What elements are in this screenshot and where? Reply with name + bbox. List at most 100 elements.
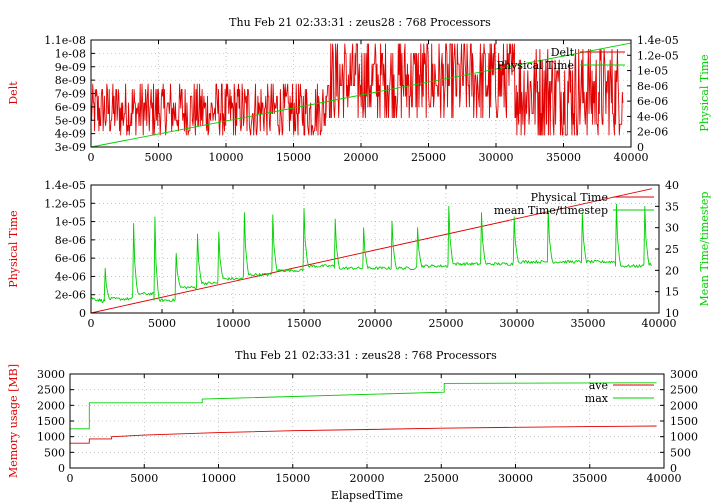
y-tick-label: 1500 bbox=[37, 415, 65, 428]
panel3-legend-label-1: max bbox=[585, 392, 609, 405]
y-tick-label: 1000 bbox=[37, 431, 65, 444]
panel1-ylabel: Delt bbox=[7, 81, 20, 105]
physical-time-series-line bbox=[90, 188, 652, 314]
y2-tick-label: 500 bbox=[670, 446, 691, 459]
y-tick-label: 1.2e-05 bbox=[44, 197, 86, 210]
panel2-y2label: Mean Time/timestep bbox=[698, 192, 711, 307]
y-tick-label: 1.1e-08 bbox=[44, 34, 86, 47]
panel1-legend: Delt Physical Time bbox=[497, 46, 625, 72]
panel3-title: Thu Feb 21 02:33:31 : zeus28 : 768 Proce… bbox=[235, 349, 497, 362]
delt-series-line bbox=[90, 43, 624, 136]
panel-delt: Thu Feb 21 02:33:31 : zeus28 : 768 Proce… bbox=[7, 16, 711, 164]
y2-tick-label: 3000 bbox=[670, 368, 698, 381]
x-tick-label: 35000 bbox=[572, 472, 607, 485]
x-tick-label: 0 bbox=[88, 151, 95, 164]
panel1-title: Thu Feb 21 02:33:31 : zeus28 : 768 Proce… bbox=[229, 16, 491, 29]
y2-tick-label: 1.4e-05 bbox=[637, 34, 679, 47]
y2-tick-label: 10 bbox=[665, 307, 679, 320]
x-tick-label: 35000 bbox=[546, 151, 581, 164]
y2-tick-label: 1e-05 bbox=[637, 65, 668, 78]
x-tick-label: 20000 bbox=[358, 317, 393, 330]
y-tick-label: 9e-09 bbox=[55, 61, 86, 74]
x-tick-label: 5000 bbox=[148, 317, 176, 330]
panel3-legend: ave max bbox=[585, 379, 654, 405]
panel3-ylabel: Memory usage [MB] bbox=[7, 364, 20, 478]
x-tick-label: 10000 bbox=[201, 472, 236, 485]
y-tick-label: 4e-06 bbox=[55, 270, 86, 283]
panel1-legend-label-0: Delt bbox=[551, 46, 575, 59]
y-tick-label: 500 bbox=[44, 446, 65, 459]
y-tick-label: 1e-08 bbox=[55, 47, 86, 60]
panel1-legend-label-1: Physical Time bbox=[497, 59, 574, 72]
y2-tick-label: 1.2e-05 bbox=[637, 49, 679, 62]
y2-tick-label: 35 bbox=[665, 200, 679, 213]
x-tick-label: 10000 bbox=[209, 151, 244, 164]
y-tick-label: 3e-09 bbox=[55, 141, 86, 154]
x-tick-label: 25000 bbox=[429, 317, 464, 330]
x-tick-label: 0 bbox=[67, 472, 74, 485]
x-tick-label: 5000 bbox=[145, 151, 173, 164]
x-tick-label: 40000 bbox=[642, 317, 677, 330]
panel2-ticks: 0 5000 10000 15000 20000 25000 30000 35000 40000… bbox=[44, 179, 679, 330]
y2-tick-label: 2e-06 bbox=[637, 126, 668, 139]
panel1-series bbox=[90, 42, 632, 148]
y2-tick-label: 2000 bbox=[670, 399, 698, 412]
y-tick-label: 2500 bbox=[37, 384, 65, 397]
x-tick-label: 15000 bbox=[287, 317, 322, 330]
x-tick-label: 40000 bbox=[647, 472, 682, 485]
panel3-series bbox=[70, 382, 657, 444]
ave-series-line bbox=[70, 425, 657, 444]
y2-tick-label: 6e-06 bbox=[637, 95, 668, 108]
y-tick-label: 1.4e-05 bbox=[44, 179, 86, 192]
y-tick-label: 6e-06 bbox=[55, 252, 86, 265]
max-series-line bbox=[70, 382, 657, 430]
x-tick-label: 30000 bbox=[500, 317, 535, 330]
x-tick-label: 15000 bbox=[275, 472, 310, 485]
x-tick-label: 10000 bbox=[216, 317, 251, 330]
panel-physical-time: 0 5000 10000 15000 20000 25000 30000 35000 40000… bbox=[7, 179, 711, 330]
y2-tick-label: 0 bbox=[670, 462, 677, 475]
y-tick-label: 7e-09 bbox=[55, 88, 86, 101]
x-tick-label: 15000 bbox=[276, 151, 311, 164]
y2-tick-label: 0 bbox=[637, 141, 644, 154]
y2-tick-label: 1500 bbox=[670, 415, 698, 428]
panel-memory: Thu Feb 21 02:33:31 : zeus28 : 768 Proce… bbox=[7, 349, 698, 502]
y2-tick-label: 20 bbox=[665, 264, 679, 277]
x-tick-label: 35000 bbox=[571, 317, 606, 330]
x-tick-label: 30000 bbox=[498, 472, 533, 485]
panel2-legend-label-1: mean Time/timestep bbox=[494, 204, 608, 217]
y2-tick-label: 30 bbox=[665, 222, 679, 235]
mean-time-per-timestep-series-line bbox=[90, 203, 653, 303]
x-tick-label: 30000 bbox=[479, 151, 514, 164]
panel2-legend-label-0: Physical Time bbox=[531, 191, 608, 204]
y-tick-label: 0 bbox=[79, 307, 86, 320]
y-tick-label: 0 bbox=[58, 462, 65, 475]
y2-tick-label: 40 bbox=[665, 179, 679, 192]
y2-tick-label: 25 bbox=[665, 243, 679, 256]
panel3-xlabel: ElapsedTime bbox=[331, 489, 403, 502]
panel2-legend: Physical Time mean Time/timestep bbox=[494, 191, 654, 217]
x-tick-label: 0 bbox=[88, 317, 95, 330]
panel3-grid bbox=[70, 374, 664, 468]
panel3-ticks: 0 5000 10000 15000 20000 25000 30000 35000 40000… bbox=[37, 368, 698, 485]
y-tick-label: 2000 bbox=[37, 399, 65, 412]
y-tick-label: 2e-06 bbox=[55, 289, 86, 302]
y-tick-label: 8e-09 bbox=[55, 74, 86, 87]
y-tick-label: 5e-09 bbox=[55, 114, 86, 127]
x-tick-label: 40000 bbox=[614, 151, 649, 164]
x-tick-label: 20000 bbox=[350, 472, 385, 485]
panel1-y2label: Physical Time bbox=[698, 54, 711, 131]
x-tick-label: 25000 bbox=[411, 151, 446, 164]
y2-tick-label: 15 bbox=[665, 286, 679, 299]
x-tick-label: 20000 bbox=[344, 151, 379, 164]
panel2-ylabel: Physical Time bbox=[7, 210, 20, 287]
y-tick-label: 3000 bbox=[37, 368, 65, 381]
physical-time-series-line bbox=[90, 42, 632, 148]
y-tick-label: 8e-06 bbox=[55, 234, 86, 247]
panel2-grid bbox=[91, 185, 659, 313]
y-tick-label: 6e-09 bbox=[55, 101, 86, 114]
x-tick-label: 5000 bbox=[130, 472, 158, 485]
y2-tick-label: 2500 bbox=[670, 384, 698, 397]
panel2-series bbox=[90, 188, 653, 314]
